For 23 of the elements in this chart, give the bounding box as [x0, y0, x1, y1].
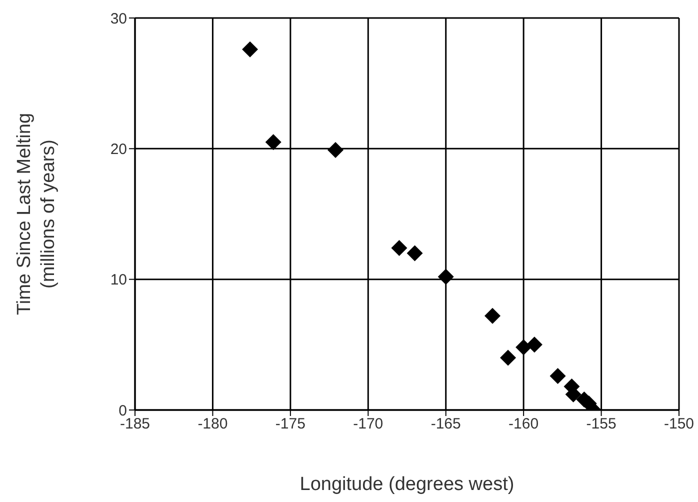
- x-tick-label: -165: [430, 416, 461, 433]
- point: [406, 245, 423, 262]
- x-tick-label: -175: [275, 416, 306, 433]
- x-tick-label: -155: [586, 416, 616, 433]
- x-axis-title: Longitude (degrees west): [300, 474, 514, 495]
- y-axis-title: Time Since Last Melting (millions of years): [14, 112, 59, 316]
- point: [550, 368, 566, 384]
- y-tick-label: 30: [110, 10, 127, 28]
- x-tick-label: -180: [198, 416, 228, 433]
- x-tick-label: -150: [664, 416, 694, 433]
- point: [265, 134, 282, 150]
- point: [526, 336, 542, 353]
- point: [500, 350, 516, 366]
- point: [328, 142, 344, 158]
- x-tick-label: -160: [508, 416, 539, 433]
- x-tick-label: -170: [353, 416, 384, 433]
- point: [484, 308, 500, 324]
- point: [438, 268, 454, 285]
- y-tick-label: 20: [110, 140, 127, 158]
- point: [391, 240, 408, 256]
- point: [516, 339, 532, 356]
- point: [242, 41, 258, 58]
- y-tick-label: 10: [110, 272, 127, 289]
